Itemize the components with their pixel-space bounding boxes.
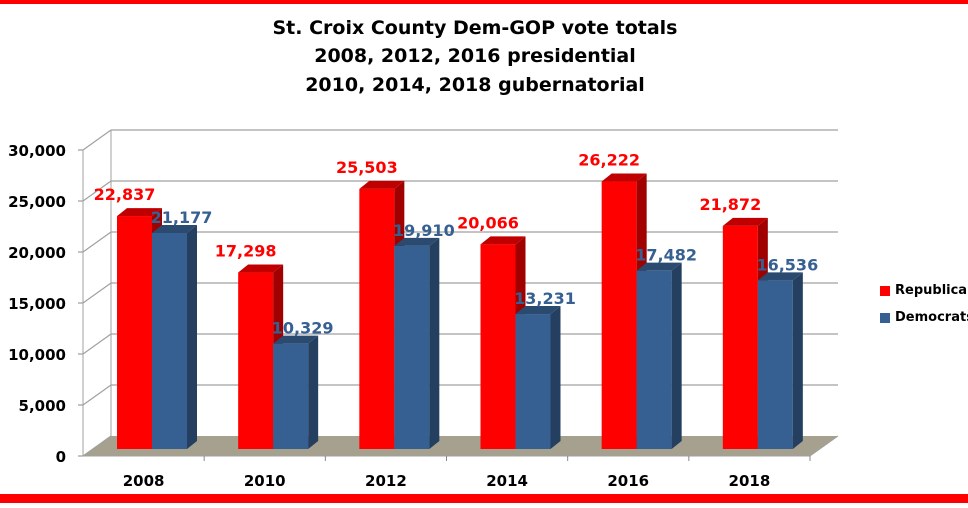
bar-top-democrats [394, 237, 440, 246]
bar-top-democrats [152, 224, 197, 233]
bar-top-republican [722, 217, 768, 226]
bar-top-republican [238, 264, 284, 273]
chart-title-line-1: St. Croix County Dem-GOP vote totals [272, 17, 678, 39]
bar-top-democrats [757, 272, 803, 281]
bar-top-republican [359, 180, 405, 189]
gridline-side [82, 282, 112, 304]
gridline-side [82, 333, 112, 355]
bar-side-democrats [550, 306, 561, 449]
bar-side-democrats [671, 262, 682, 449]
bar-top-democrats [515, 306, 561, 315]
y-tick-label: 10,000 [8, 346, 66, 364]
x-tick-label: 2012 [365, 472, 407, 490]
data-label-democrats: 13,231 [514, 289, 576, 308]
data-label-republican: 21,872 [699, 195, 761, 214]
legend-label-republican: Republican [895, 283, 968, 298]
x-tick-label: 2010 [244, 472, 286, 490]
bar-republican [238, 272, 274, 449]
y-tick-label: 5,000 [19, 397, 66, 415]
gridline-side [82, 231, 112, 253]
bar-republican [359, 188, 395, 450]
x-tick-label: 2016 [607, 472, 649, 490]
bar-democrats [515, 314, 551, 449]
y-tick-label: 30,000 [8, 142, 66, 160]
data-label-democrats: 19,910 [393, 221, 455, 240]
bar-side-democrats [429, 237, 440, 449]
data-label-republican: 20,066 [457, 213, 519, 232]
data-label-republican: 22,837 [94, 185, 156, 204]
x-tick-label: 2014 [486, 472, 528, 490]
gridline-side [82, 384, 112, 406]
floor-edge [809, 435, 839, 457]
bar-side-democrats [308, 335, 319, 449]
bar-top-republican [117, 208, 162, 217]
legend-swatch-republican [880, 285, 890, 296]
bar-democrats [152, 232, 187, 449]
data-label-democrats: 21,177 [151, 208, 213, 227]
bar-top-democrats [636, 262, 682, 271]
bar-republican [722, 225, 758, 449]
bar-top-republican [601, 173, 647, 182]
gridline-side [82, 129, 112, 151]
top-border [0, 0, 968, 4]
legend-swatch-democrats [880, 312, 890, 323]
bar-democrats [394, 245, 430, 449]
legend-label-democrats: Democrats [895, 310, 968, 325]
chart-title-line-3: 2010, 2014, 2018 gubernatorial [305, 74, 645, 96]
bar-top-republican [480, 236, 526, 245]
gridline-side [82, 180, 112, 202]
legend-item-republican: Republican [880, 283, 968, 298]
x-tick-label: 2008 [123, 472, 165, 490]
gridline-side [82, 435, 112, 457]
bar-side-democrats [187, 224, 197, 449]
bar-democrats [757, 280, 793, 449]
chart-title-line-2: 2008, 2012, 2016 presidential [314, 45, 636, 67]
bar-top-democrats [273, 335, 319, 344]
data-label-republican: 17,298 [215, 242, 277, 261]
legend-item-democrats: Democrats [880, 310, 968, 325]
y-tick-label: 15,000 [8, 295, 66, 313]
y-tick-label: 20,000 [8, 244, 66, 262]
x-tick-label: 2018 [729, 472, 771, 490]
bar-democrats [636, 270, 672, 449]
bar-side-democrats [792, 272, 803, 449]
bottom-border [0, 494, 968, 503]
data-label-republican: 26,222 [578, 151, 640, 170]
data-label-democrats: 10,329 [272, 319, 334, 338]
bar-republican [480, 244, 516, 449]
bar-republican [601, 181, 637, 450]
bar-democrats [273, 343, 309, 449]
bar-republican [117, 216, 152, 449]
data-label-democrats: 17,482 [635, 246, 697, 265]
y-tick-label: 0 [56, 448, 66, 466]
data-label-democrats: 16,536 [756, 255, 818, 274]
data-label-republican: 25,503 [336, 158, 398, 177]
y-tick-label: 25,000 [8, 193, 66, 211]
